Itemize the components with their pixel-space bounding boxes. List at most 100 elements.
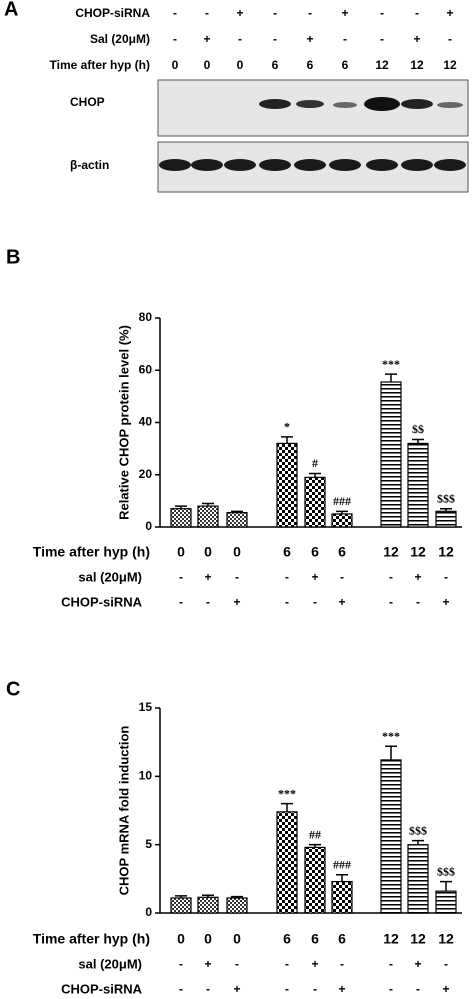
row-value: 0 [172,58,179,72]
annotation: ### [333,857,351,871]
row-value: - [205,6,209,20]
error-bar [231,895,243,898]
condition-value: 12 [438,931,454,947]
condition-value: 0 [204,544,212,560]
row-value: + [236,6,243,20]
bar [407,844,429,914]
annotation: $$$ [437,864,455,878]
condition-value: - [444,957,448,971]
condition-label: CHOP-siRNA [61,981,143,996]
row-value: - [380,6,384,20]
row-value: + [306,32,313,46]
condition-value: - [389,570,393,584]
row-value: - [273,6,277,20]
row-label: Time after hyp (h) [50,58,150,72]
condition-value: 12 [410,544,426,560]
error-bar [175,895,187,898]
error-bar [440,880,452,892]
condition-value: - [340,570,344,584]
error-bar [385,745,397,760]
condition-value: + [414,957,421,971]
bar [331,880,353,914]
condition-value: - [179,957,183,971]
condition-value: 12 [410,931,426,947]
row-value: 6 [307,58,314,72]
panel-letter: C [6,678,20,700]
error-bar [336,510,348,514]
bar [435,510,457,528]
condition-label: Time after hyp (h) [33,544,150,560]
condition-value: - [340,957,344,971]
condition-value: + [204,957,211,971]
condition-label: sal (20μM) [78,569,142,584]
error-bar [202,894,214,898]
row-value: + [413,32,420,46]
annotation: *** [382,729,400,743]
row-value: + [341,6,348,20]
condition-label: sal (20μM) [78,956,142,971]
bar [331,513,353,528]
condition-value: + [442,982,449,996]
panel-letter: B [6,246,20,268]
panel-letter: A [4,0,18,20]
condition-value: - [285,957,289,971]
condition-value: 6 [283,544,291,560]
y-tick-label: 80 [139,310,153,324]
row-value: 12 [410,58,424,72]
condition-value: + [233,982,240,996]
condition-value: + [311,957,318,971]
condition-value: 6 [311,931,319,947]
y-tick-label: 40 [139,415,153,429]
error-bar [412,438,424,444]
y-tick-label: 15 [139,700,153,714]
annotation: $$$ [437,491,455,505]
row-value: - [308,6,312,20]
condition-value: - [206,595,210,609]
row-value: - [415,6,419,20]
condition-value: - [206,982,210,996]
row-value: 0 [204,58,211,72]
error-bar [440,507,452,512]
condition-value: 0 [177,544,185,560]
row-value: 12 [375,58,389,72]
y-tick-label: 20 [139,467,153,481]
condition-value: - [285,595,289,609]
error-bar [281,436,293,444]
annotation: *** [382,357,400,371]
condition-value: - [235,570,239,584]
bar [304,476,326,528]
condition-value: - [389,957,393,971]
bar [407,442,429,528]
condition-label: Time after hyp (h) [33,931,150,947]
row-value: - [448,32,452,46]
bar [380,381,402,528]
error-bar [231,510,243,513]
bar [304,846,326,914]
condition-value: - [389,982,393,996]
condition-value: 6 [311,544,319,560]
row-value: 0 [237,58,244,72]
y-tick-label: 0 [145,519,152,533]
blot-images [157,79,469,193]
row-value: + [203,32,210,46]
row-value: + [446,6,453,20]
condition-value: 0 [177,931,185,947]
condition-value: 0 [233,931,241,947]
condition-value: + [311,570,318,584]
row-value: 12 [443,58,457,72]
condition-value: - [389,595,393,609]
condition-value: - [179,570,183,584]
y-axis-label: Relative CHOP protein level (%) [116,325,131,520]
annotation: $$ [412,422,424,436]
bar [170,897,192,914]
row-value: - [273,32,277,46]
condition-value: - [179,982,183,996]
condition-value: 6 [338,931,346,947]
condition-value: 12 [383,544,399,560]
error-bar [281,802,293,812]
condition-value: 6 [338,544,346,560]
y-axis-label: CHOP mRNA fold induction [116,726,131,896]
band-label: CHOP [70,95,105,109]
bar [276,442,298,528]
